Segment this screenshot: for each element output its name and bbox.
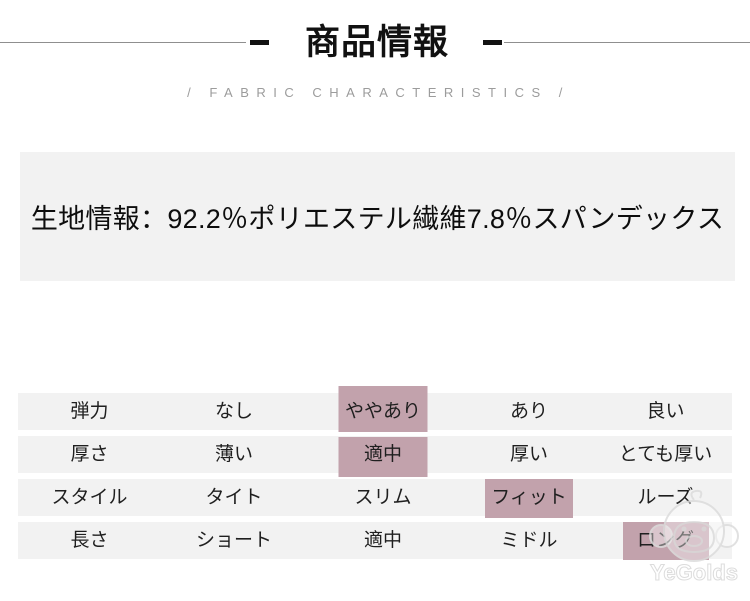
table-cell: 適中	[363, 530, 402, 551]
table-cell: ルーズ	[637, 487, 694, 508]
fabric-info-text: 生地情報：92.2％ポリエステル繊維7.8％スパンデックス	[30, 204, 725, 234]
table-cell-selected: ややあり	[307, 393, 459, 430]
table-row-elasticity: 弾力 なし ややあり あり 良い	[18, 393, 732, 430]
page-title: 商品情報	[305, 23, 450, 62]
title-dash-left	[250, 40, 269, 45]
table-cell: ショート	[195, 530, 272, 551]
table-cell-selected: ロング	[599, 522, 732, 559]
divider-line-left	[0, 42, 246, 43]
table-row-length: 長さ ショート 適中 ミドル ロング	[18, 522, 732, 559]
table-cell-selected: フィット	[459, 479, 599, 516]
section-subtitle: / FABRIC CHARACTERISTICS /	[187, 85, 570, 100]
row-label: 弾力	[70, 401, 109, 422]
table-cell: とても厚い	[618, 444, 713, 465]
fabric-info-box: 生地情報：92.2％ポリエステル繊維7.8％スパンデックス	[20, 152, 735, 281]
table-cell: 良い	[646, 401, 685, 422]
table-cell-selected: 適中	[307, 436, 459, 473]
table-cell: 薄い	[214, 444, 253, 465]
table-row-style: スタイル タイト スリム フィット ルーズ	[18, 479, 732, 516]
table-cell: スリム	[354, 487, 412, 508]
table-cell: なし	[214, 401, 253, 422]
table-cell: タイト	[205, 487, 263, 508]
table-row-thickness: 厚さ 薄い 適中 厚い とても厚い	[18, 436, 732, 473]
row-label: 厚さ	[70, 444, 109, 465]
fabric-characteristics-table: 弾力 なし ややあり あり 良い 厚さ 薄い 適中 厚い とても厚い スタイル …	[18, 393, 732, 565]
row-label: 長さ	[70, 530, 109, 551]
title-dash-right	[483, 40, 503, 45]
divider-line-right	[504, 42, 750, 43]
row-label: スタイル	[51, 487, 128, 508]
section-header: 商品情報	[0, 25, 750, 60]
table-cell: 厚い	[509, 444, 548, 465]
table-cell: ミドル	[500, 530, 558, 551]
table-cell: あり	[509, 401, 548, 422]
